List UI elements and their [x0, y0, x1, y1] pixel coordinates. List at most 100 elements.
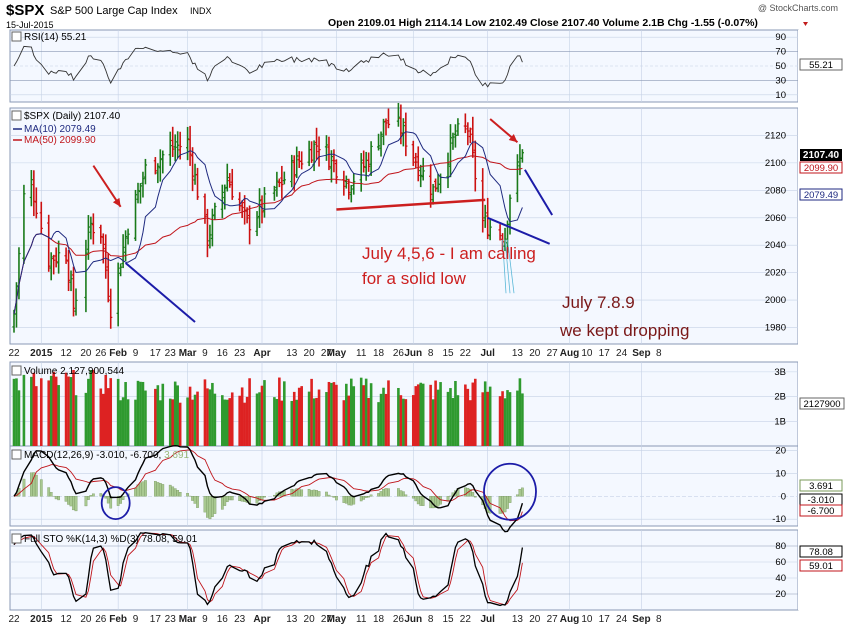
macd-histogram-bar [310, 490, 313, 497]
sto-d-tag [799, 559, 843, 572]
volume-bar [32, 372, 36, 446]
x-axis-label: 22 [8, 348, 20, 359]
macd-histogram-bar [99, 493, 103, 497]
pointer-line [507, 239, 515, 294]
sto-legend: Full STO %K(14,3) %D(3) 78.08, 59.01 [11, 533, 198, 545]
ma50-line [13, 155, 523, 315]
x-axis-label: Jul [480, 348, 495, 359]
x-axis-label: 17 [150, 348, 162, 359]
volume-bar [297, 387, 301, 446]
macd-histogram-bar [516, 494, 519, 497]
x-axis-label: 2015 [30, 614, 53, 624]
volume-bar [414, 386, 418, 446]
volume-bar [89, 370, 93, 446]
volume-bar [30, 376, 33, 446]
x-axis-label: 17 [599, 614, 611, 624]
volume-bar [12, 378, 16, 446]
change-down-icon [803, 22, 808, 26]
volume-bar [315, 397, 318, 446]
sto-panel [9, 529, 799, 611]
macd-histogram-bar [327, 494, 331, 497]
macd-histogram-bar [64, 496, 68, 502]
macd-histogram-bar [518, 488, 522, 497]
macd-histogram-bar [342, 496, 346, 503]
volume-bar [283, 381, 286, 446]
macd-histogram-bar [206, 496, 209, 518]
macd-histogram-bar [186, 493, 189, 497]
macd-histogram-bar [230, 496, 234, 501]
macd-histogram-bar [404, 494, 408, 497]
x-axis-label: 13 [286, 614, 298, 624]
volume-bar [109, 378, 113, 446]
volume-bar [116, 378, 120, 446]
macd-circle-july [483, 462, 537, 521]
volume-bar [228, 398, 232, 446]
volume-bar [248, 378, 251, 446]
macd-histogram-bar [154, 481, 157, 497]
x-axis-label: 26 [95, 348, 107, 359]
x-axis-label: 20 [304, 348, 316, 359]
volume-bar [188, 386, 192, 446]
macd-histogram-bar [352, 496, 356, 505]
sto-tick-label: 40 [775, 573, 786, 584]
price-tick-label: 2060 [765, 213, 786, 224]
x-axis-label: 16 [217, 348, 229, 359]
volume-bar [193, 394, 197, 446]
ma50-value-tag [799, 161, 843, 174]
macd-histogram-bar [158, 483, 162, 497]
x-axis-label: May [327, 348, 347, 359]
volume-bar [171, 399, 175, 446]
x-axis-label: Sep [632, 614, 650, 624]
x-axis-label: Sep [632, 348, 650, 359]
macd-histogram-bar [506, 496, 509, 509]
volume-bar [434, 380, 437, 446]
macd-histogram-bar [196, 496, 199, 508]
x-axis-label: 20 [80, 348, 92, 359]
macd-histogram-bar [223, 496, 227, 506]
x-axis-label: 24 [616, 348, 628, 359]
x-axis-label: 9 [202, 614, 208, 624]
close-value-tag [800, 149, 842, 161]
volume-bar [67, 376, 70, 446]
macd-histogram-bar [377, 493, 380, 497]
volume-bar [278, 377, 281, 446]
macd-circle-february [100, 486, 131, 521]
macd-histogram-bar [67, 496, 70, 505]
annotation-line-1: July 4,5,6 - I am calling [362, 244, 536, 263]
volume-bar [347, 395, 351, 446]
x-axis-label: 8 [656, 614, 662, 624]
macd-histogram-bar [344, 496, 348, 504]
macd-histogram-bar [521, 487, 524, 497]
macd-histogram-bar [211, 496, 214, 517]
macd-histogram-bar [57, 496, 60, 501]
macd-histogram-bar [191, 496, 194, 501]
price-tick-label: 1980 [765, 323, 786, 334]
right-axis-gutter [798, 30, 845, 610]
macd-histogram-bar [471, 492, 475, 497]
macd-histogram-bar [104, 496, 108, 499]
volume-bar [54, 376, 58, 446]
sto-tick-label: 20 [775, 589, 786, 600]
volume-bar [208, 389, 212, 446]
price-tick-label: 2020 [765, 268, 786, 279]
volume-bar [126, 399, 130, 446]
volume-bar [446, 391, 450, 446]
volume-bar [168, 398, 172, 446]
rsi-panel [9, 29, 799, 103]
volume-bar [503, 398, 507, 446]
volume-bar [176, 385, 179, 446]
x-axis-label: Aug [560, 348, 579, 359]
volume-bar [292, 391, 296, 446]
macd-histogram-bar [503, 496, 507, 513]
macd-histogram-bar [47, 487, 51, 497]
rsi-tick-label: 50 [775, 61, 786, 72]
x-axis-label: 23 [234, 614, 246, 624]
volume-bar [382, 387, 385, 446]
x-axis-label: 17 [150, 614, 162, 624]
volume-bar [483, 381, 487, 446]
volume-legend: Volume 2,127,900,544 [11, 365, 125, 377]
exchange-label: INDX [190, 6, 212, 16]
volume-bar [141, 381, 145, 446]
trendline-february [124, 262, 196, 323]
